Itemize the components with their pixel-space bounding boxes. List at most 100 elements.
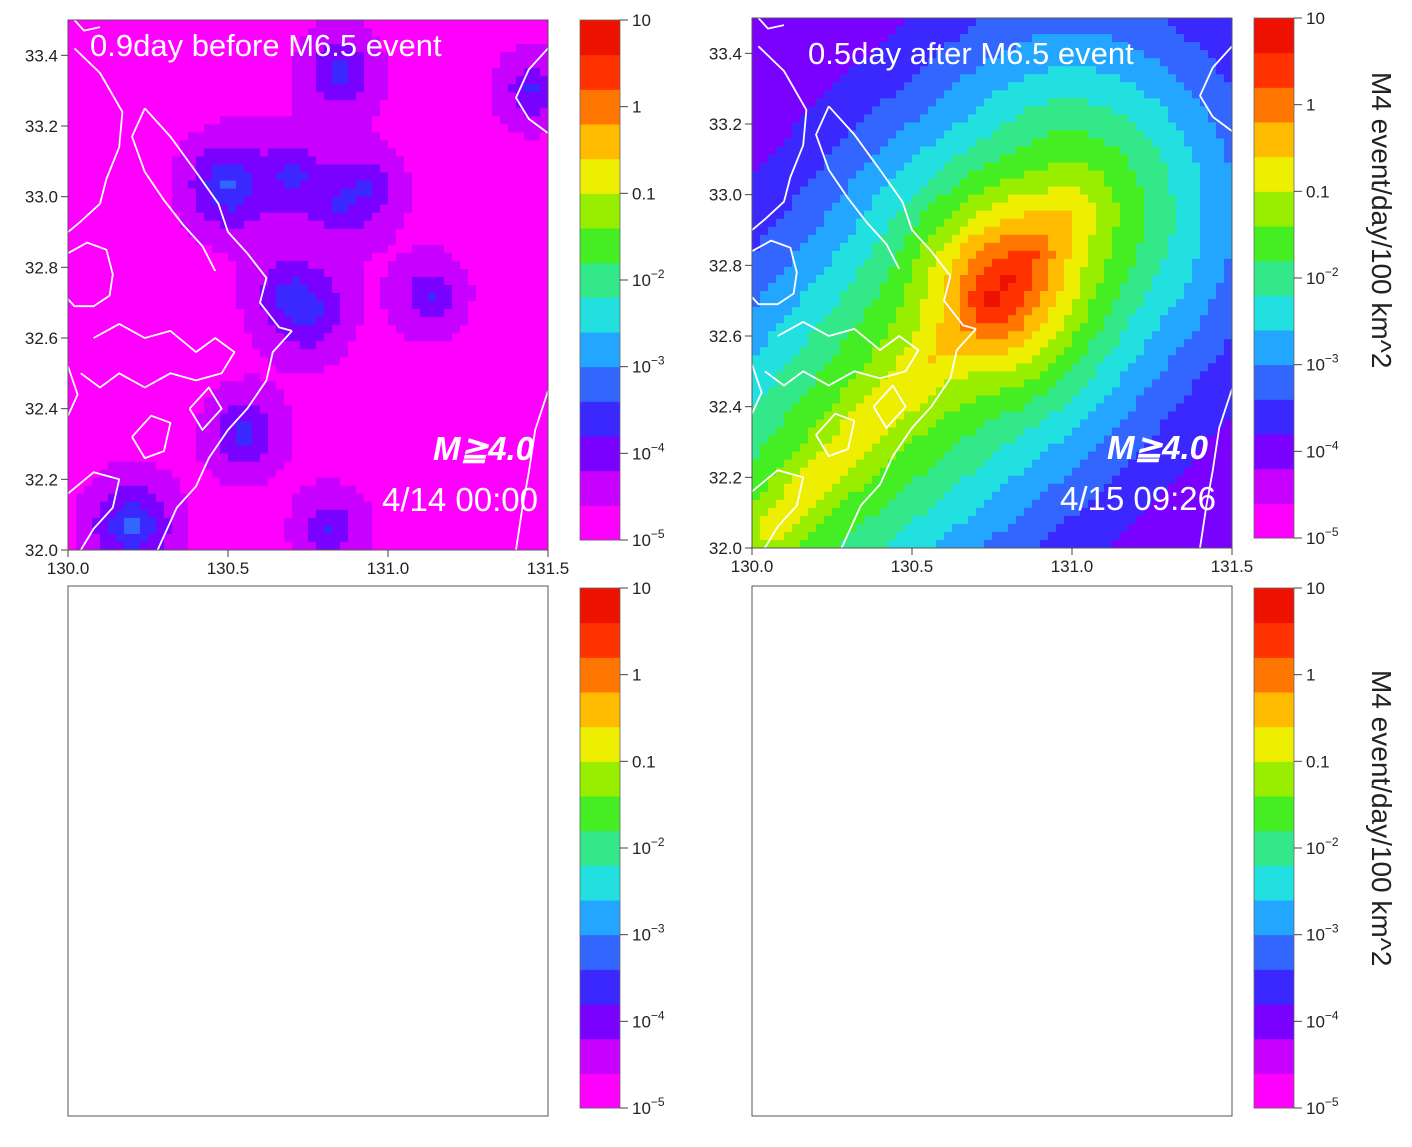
heatmap-cell bbox=[244, 461, 253, 471]
heatmap-cell bbox=[196, 349, 205, 358]
heatmap-cell bbox=[912, 90, 921, 99]
heatmap-cell bbox=[124, 148, 133, 158]
heatmap-cell bbox=[420, 421, 429, 431]
heatmap-cell bbox=[420, 445, 429, 455]
heatmap-cell bbox=[268, 148, 277, 158]
heatmap-cell bbox=[84, 437, 93, 447]
heatmap-cell bbox=[492, 244, 501, 254]
heatmap-cell bbox=[284, 36, 293, 45]
heatmap-cell bbox=[188, 236, 197, 246]
heatmap-cell bbox=[292, 357, 301, 366]
heatmap-cell bbox=[404, 421, 413, 431]
heatmap-cell bbox=[880, 98, 889, 107]
heatmap-cell bbox=[284, 413, 293, 423]
heatmap-cell bbox=[140, 317, 149, 326]
heatmap-cell bbox=[244, 333, 253, 342]
heatmap-cell bbox=[800, 90, 809, 99]
heatmap-cell bbox=[508, 533, 517, 543]
heatmap-cell bbox=[444, 373, 453, 382]
heatmap-cell bbox=[444, 148, 453, 158]
heatmap-cell bbox=[380, 461, 389, 471]
heatmap-cell bbox=[276, 68, 285, 77]
heatmap-cell bbox=[412, 44, 421, 53]
heatmap-cell bbox=[1144, 42, 1153, 51]
heatmap-cell bbox=[316, 485, 325, 495]
heatmap-cell bbox=[108, 525, 117, 535]
heatmap-cell bbox=[148, 405, 157, 415]
heatmap-cell bbox=[364, 108, 373, 117]
heatmap-cell bbox=[1088, 26, 1097, 35]
time-label: 4/14 00:00 bbox=[382, 481, 538, 518]
heatmap-cell bbox=[180, 156, 189, 166]
heatmap-cell bbox=[332, 76, 341, 85]
heatmap-cell bbox=[268, 389, 277, 399]
heatmap-cell bbox=[500, 397, 509, 407]
heatmap-cell bbox=[116, 36, 125, 45]
heatmap-cell bbox=[172, 252, 181, 262]
heatmap-cell bbox=[976, 58, 985, 67]
heatmap-cell bbox=[1192, 130, 1201, 140]
heatmap-cell bbox=[1040, 18, 1049, 27]
heatmap-cell bbox=[172, 76, 181, 85]
heatmap-cell bbox=[1224, 34, 1232, 43]
heatmap-cell bbox=[436, 116, 445, 125]
heatmap-cell bbox=[460, 260, 469, 270]
heatmap-cell bbox=[236, 333, 245, 342]
heatmap-cell bbox=[776, 66, 785, 75]
heatmap-cell bbox=[188, 525, 197, 535]
heatmap-cell bbox=[252, 204, 261, 214]
heatmap-cell bbox=[832, 34, 841, 43]
heatmap-cell bbox=[100, 461, 109, 471]
heatmap-cell bbox=[260, 365, 269, 374]
heatmap-cell bbox=[872, 130, 881, 140]
heatmap-cell bbox=[244, 228, 253, 238]
heatmap-cell bbox=[340, 397, 349, 407]
heatmap-cell bbox=[856, 58, 865, 67]
heatmap-cell bbox=[252, 469, 261, 479]
heatmap-cell bbox=[84, 236, 93, 246]
heatmap-cell bbox=[540, 148, 548, 158]
heatmap-cell bbox=[532, 341, 541, 350]
heatmap-cell bbox=[292, 268, 301, 278]
heatmap-cell bbox=[380, 301, 389, 310]
heatmap-cell bbox=[324, 76, 333, 85]
heatmap-cell bbox=[896, 34, 905, 43]
heatmap-cell bbox=[1112, 18, 1121, 27]
heatmap-cell bbox=[396, 445, 405, 455]
heatmap-cell bbox=[1144, 82, 1153, 91]
heatmap-cell bbox=[180, 276, 189, 286]
heatmap-cell bbox=[140, 429, 149, 439]
heatmap-cell bbox=[84, 373, 93, 382]
heatmap-cell bbox=[380, 268, 389, 278]
heatmap-cell bbox=[172, 453, 181, 463]
heatmap-cell bbox=[1088, 82, 1097, 91]
heatmap-cell bbox=[484, 445, 493, 455]
heatmap-cell bbox=[404, 172, 413, 182]
heatmap-cell bbox=[148, 84, 157, 93]
heatmap-cell bbox=[244, 325, 253, 334]
heatmap-cell bbox=[508, 325, 517, 334]
heatmap-cell bbox=[816, 130, 825, 140]
heatmap-cell bbox=[492, 204, 501, 214]
heatmap-cell bbox=[856, 26, 865, 35]
heatmap-cell bbox=[864, 82, 873, 91]
heatmap-cell bbox=[340, 212, 349, 222]
heatmap-cell bbox=[476, 381, 485, 390]
heatmap-cell bbox=[1192, 138, 1201, 148]
heatmap-cell bbox=[388, 156, 397, 166]
heatmap-cell bbox=[364, 365, 373, 374]
heatmap-cell bbox=[904, 18, 913, 27]
heatmap-cell bbox=[212, 381, 221, 390]
heatmap-cell bbox=[108, 116, 117, 125]
heatmap-cell bbox=[364, 405, 373, 415]
heatmap-cell bbox=[236, 349, 245, 358]
heatmap-cell bbox=[260, 260, 269, 270]
heatmap-cell bbox=[292, 421, 301, 431]
heatmap-cell bbox=[984, 114, 993, 123]
heatmap-cell bbox=[364, 341, 373, 350]
heatmap-cell bbox=[220, 276, 229, 286]
heatmap-cell bbox=[188, 220, 197, 230]
heatmap-cell bbox=[340, 469, 349, 479]
heatmap-cell bbox=[840, 66, 849, 75]
heatmap-cell bbox=[436, 429, 445, 439]
